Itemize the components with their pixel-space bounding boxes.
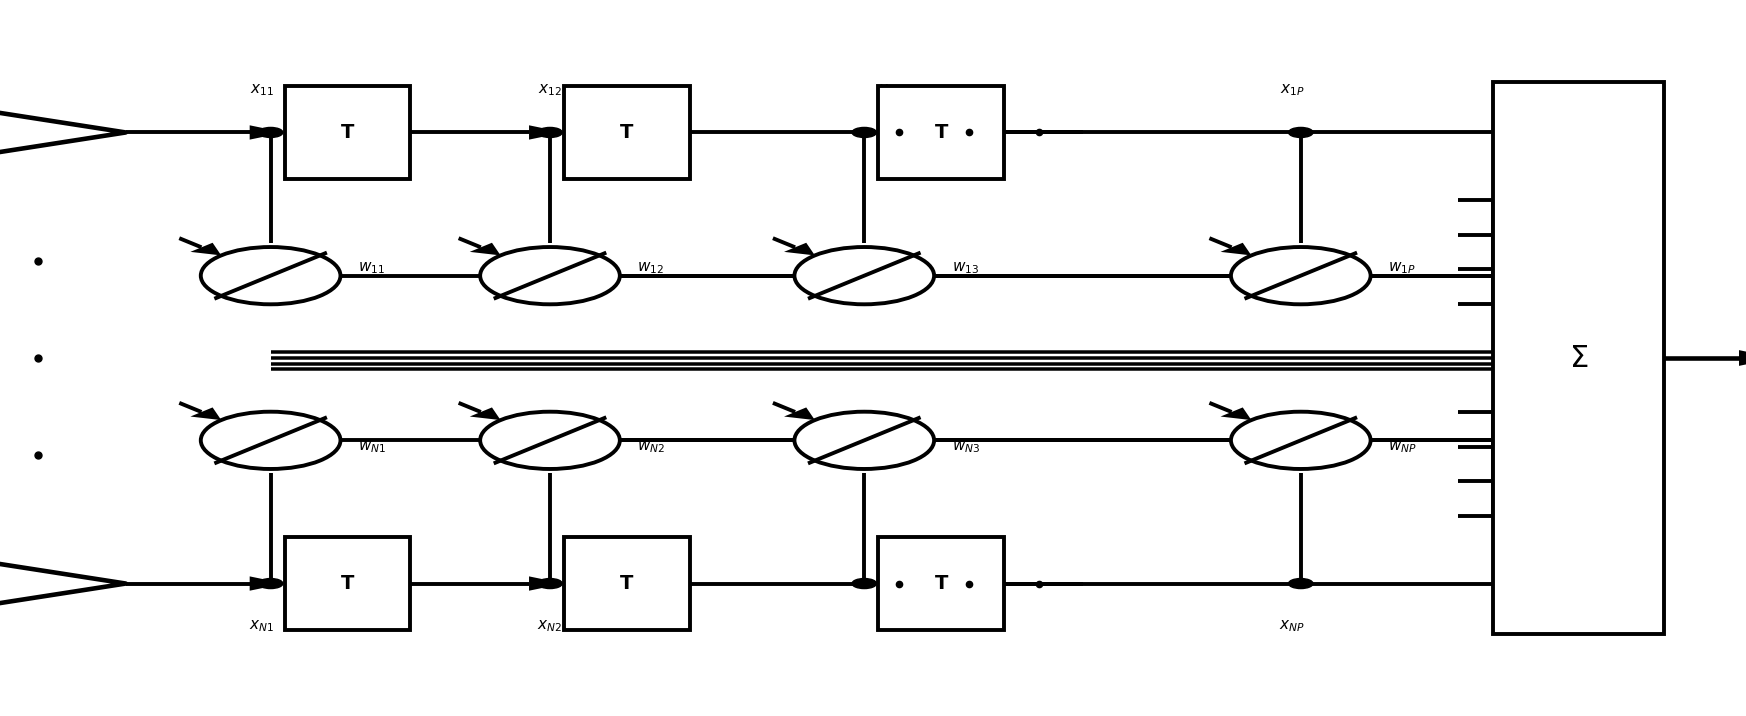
Text: $x_{N2}$: $x_{N2}$ [538, 618, 562, 634]
Polygon shape [1220, 407, 1252, 420]
Text: $w_{1P}$: $w_{1P}$ [1388, 261, 1416, 276]
Polygon shape [250, 576, 285, 591]
Text: $w_{N3}$: $w_{N3}$ [952, 440, 980, 455]
Text: T: T [340, 574, 354, 593]
Circle shape [794, 247, 934, 304]
Text: $x_{N3}$: $x_{N3}$ [878, 618, 903, 634]
Circle shape [258, 127, 283, 137]
Text: $w_{NP}$: $w_{NP}$ [1388, 440, 1418, 455]
Text: $x_{NP}$: $x_{NP}$ [1280, 618, 1304, 634]
Circle shape [1289, 579, 1313, 589]
Polygon shape [190, 407, 222, 420]
Circle shape [480, 247, 620, 304]
Bar [285, 86, 410, 179]
Circle shape [852, 579, 876, 589]
Text: $x_{12}$: $x_{12}$ [538, 82, 562, 98]
Text: $x_{N1}$: $x_{N1}$ [250, 618, 274, 634]
Bar [878, 86, 1004, 179]
Circle shape [201, 247, 340, 304]
Polygon shape [250, 125, 285, 140]
Circle shape [201, 412, 340, 469]
Polygon shape [878, 576, 913, 591]
Text: $w_{N2}$: $w_{N2}$ [637, 440, 665, 455]
Circle shape [480, 412, 620, 469]
Polygon shape [529, 576, 564, 591]
Circle shape [538, 579, 562, 589]
Circle shape [538, 127, 562, 137]
Text: $x_{13}$: $x_{13}$ [878, 82, 903, 98]
Polygon shape [1739, 350, 1746, 366]
Bar [1493, 82, 1664, 634]
Text: $w_{11}$: $w_{11}$ [358, 261, 384, 276]
Text: T: T [620, 574, 634, 593]
Text: $w_{N1}$: $w_{N1}$ [358, 440, 386, 455]
Circle shape [852, 127, 876, 137]
Polygon shape [470, 407, 501, 420]
Text: $x_{11}$: $x_{11}$ [250, 82, 274, 98]
Circle shape [1231, 247, 1371, 304]
Text: $w_{13}$: $w_{13}$ [952, 261, 980, 276]
Text: $\Sigma$: $\Sigma$ [1568, 344, 1589, 372]
Text: $w_{12}$: $w_{12}$ [637, 261, 663, 276]
Polygon shape [190, 243, 222, 256]
Bar [878, 537, 1004, 630]
Circle shape [258, 579, 283, 589]
Text: T: T [934, 123, 948, 142]
Text: $x_{1P}$: $x_{1P}$ [1280, 82, 1304, 98]
Polygon shape [878, 125, 913, 140]
Polygon shape [784, 407, 815, 420]
Bar [564, 86, 690, 179]
Text: T: T [340, 123, 354, 142]
Polygon shape [1220, 243, 1252, 256]
Polygon shape [470, 243, 501, 256]
Bar [564, 537, 690, 630]
Polygon shape [784, 243, 815, 256]
Polygon shape [529, 125, 564, 140]
Circle shape [1289, 127, 1313, 137]
Text: T: T [620, 123, 634, 142]
Circle shape [794, 412, 934, 469]
Circle shape [1231, 412, 1371, 469]
Text: T: T [934, 574, 948, 593]
Bar [285, 537, 410, 630]
